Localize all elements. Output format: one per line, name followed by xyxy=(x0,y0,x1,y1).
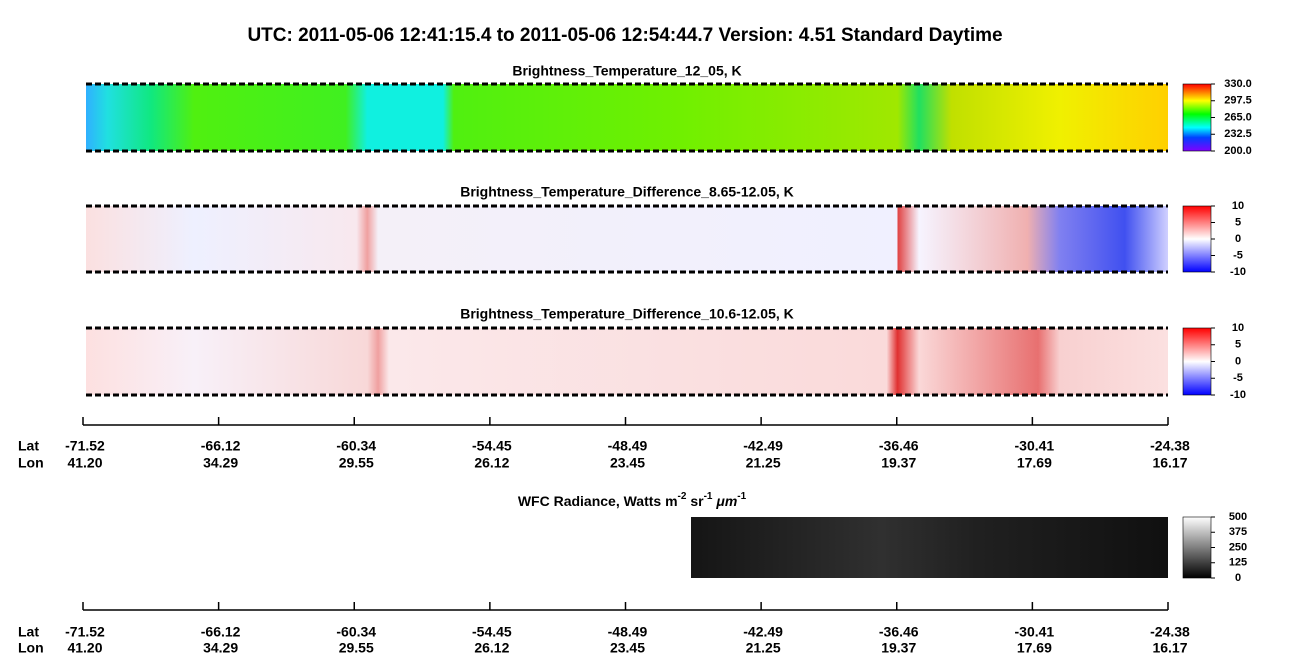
lat-label: -42.49 xyxy=(743,624,783,640)
colorbar-label: 265.0 xyxy=(1224,111,1252,123)
lat-label: -54.45 xyxy=(472,438,512,454)
title-part: -2 xyxy=(678,491,687,502)
lon-label: 26.12 xyxy=(474,455,509,471)
title-part: μm xyxy=(712,493,737,509)
lat-label: -66.12 xyxy=(201,624,241,640)
colorbar-label: 250 xyxy=(1229,541,1247,553)
lon-label: 41.20 xyxy=(67,640,102,656)
lat-label: -54.45 xyxy=(472,624,512,640)
lat-label: -66.12 xyxy=(201,438,241,454)
colorbar-label: -5 xyxy=(1233,249,1243,261)
lon-label: 26.12 xyxy=(474,640,509,656)
heatmap-image xyxy=(86,84,1168,151)
lon-label: 17.69 xyxy=(1017,640,1052,656)
colorbar-label: 5 xyxy=(1235,216,1241,228)
panel-title: Brightness_Temperature_Difference_8.65-1… xyxy=(460,184,794,200)
colorbar-label: -5 xyxy=(1233,372,1243,384)
colorbar-label: -10 xyxy=(1230,389,1246,401)
colorbar-label: 330.0 xyxy=(1224,78,1252,90)
axis-row-label: Lat xyxy=(18,624,39,640)
lon-label: 21.25 xyxy=(746,455,781,471)
lat-label: -48.49 xyxy=(608,624,648,640)
lon-label: 19.37 xyxy=(881,455,916,471)
lon-label: 29.55 xyxy=(339,455,374,471)
heatmap-image xyxy=(691,517,1168,578)
colorbar xyxy=(1182,327,1212,396)
lon-label: 34.29 xyxy=(203,455,238,471)
colorbar-label: 0 xyxy=(1235,233,1241,245)
axis-row-label: Lon xyxy=(18,455,44,471)
colorbar-label: 200.0 xyxy=(1224,145,1252,157)
panel-title: WFC Radiance, Watts m-2 sr-1 μm-1 xyxy=(518,491,747,509)
colorbar-label: -10 xyxy=(1230,266,1246,278)
colorbar-label: 0 xyxy=(1235,355,1241,367)
colorbar xyxy=(1182,516,1212,579)
axis-row-label: Lat xyxy=(18,438,39,454)
figure-title: UTC: 2011-05-06 12:41:15.4 to 2011-05-06… xyxy=(247,25,1002,46)
lat-label: -71.52 xyxy=(65,624,105,640)
lat-label: -24.38 xyxy=(1150,624,1190,640)
lon-label: 21.25 xyxy=(746,640,781,656)
colorbar xyxy=(1182,205,1212,273)
colorbar-label: 10 xyxy=(1232,322,1244,334)
colorbar-label: 500 xyxy=(1229,511,1247,523)
colorbar-label: 5 xyxy=(1235,339,1241,351)
colorbar-label: 297.5 xyxy=(1224,95,1252,107)
title-part: sr xyxy=(686,493,704,509)
title-part: -1 xyxy=(704,491,713,502)
lon-label: 34.29 xyxy=(203,640,238,656)
lat-label: -36.46 xyxy=(879,624,919,640)
panel-title: Brightness_Temperature_Difference_10.6-1… xyxy=(460,306,794,322)
lat-label: -24.38 xyxy=(1150,438,1190,454)
title-part: WFC Radiance, Watts m xyxy=(518,493,678,509)
lat-label: -30.41 xyxy=(1015,438,1055,454)
lat-label: -36.46 xyxy=(879,438,919,454)
lat-label: -60.34 xyxy=(336,624,376,640)
colorbar-label: 375 xyxy=(1229,526,1247,538)
panel-title: Brightness_Temperature_12_05, K xyxy=(512,63,741,79)
colorbar-label: 10 xyxy=(1232,200,1244,212)
heatmap-image xyxy=(86,206,1168,272)
lat-label: -42.49 xyxy=(743,438,783,454)
lat-label: -60.34 xyxy=(336,438,376,454)
lon-label: 29.55 xyxy=(339,640,374,656)
lat-label: -71.52 xyxy=(65,438,105,454)
lon-label: 41.20 xyxy=(67,455,102,471)
lat-label: -48.49 xyxy=(608,438,648,454)
lon-label: 23.45 xyxy=(610,640,645,656)
colorbar-label: 125 xyxy=(1229,557,1247,569)
heatmap-image xyxy=(86,328,1168,395)
lon-label: 16.17 xyxy=(1152,640,1187,656)
axis-row-label: Lon xyxy=(18,640,44,656)
colorbar-label: 232.5 xyxy=(1224,128,1252,140)
colorbar-label: 0 xyxy=(1235,572,1241,584)
lon-label: 16.17 xyxy=(1152,455,1187,471)
colorbar xyxy=(1182,83,1212,152)
lon-label: 17.69 xyxy=(1017,455,1052,471)
title-part: -1 xyxy=(737,491,746,502)
lon-label: 19.37 xyxy=(881,640,916,656)
lat-label: -30.41 xyxy=(1015,624,1055,640)
lon-label: 23.45 xyxy=(610,455,645,471)
